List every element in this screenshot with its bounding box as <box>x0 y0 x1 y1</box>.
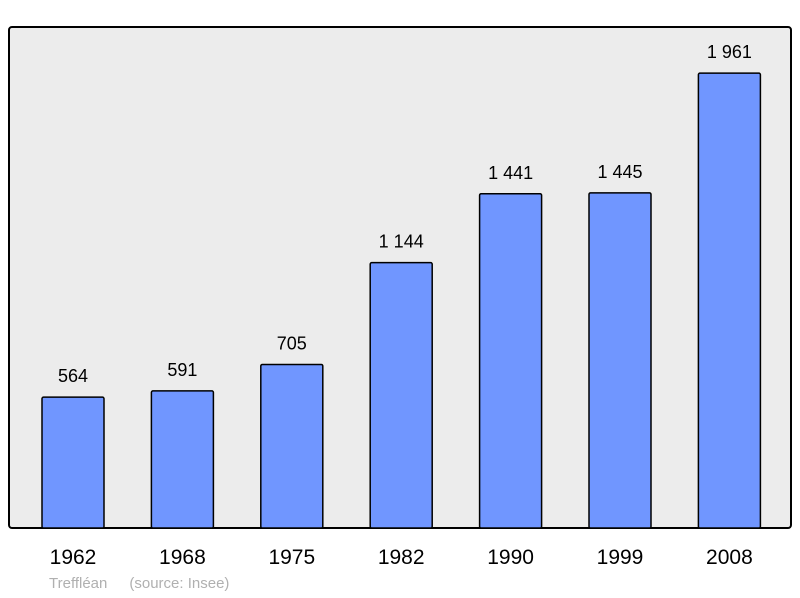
bar-1975 <box>260 363 324 529</box>
bar-1999 <box>588 192 652 529</box>
value-label-1975: 705 <box>277 333 307 353</box>
commune-name: Treffléan <box>49 575 108 592</box>
x-tick-label-1990: 1990 <box>487 546 534 569</box>
x-tick-label-1982: 1982 <box>378 546 425 569</box>
value-label-2008: 1 961 <box>707 42 752 62</box>
x-tick-label-2008: 2008 <box>706 546 753 569</box>
bar-1990 <box>478 193 543 529</box>
value-label-1999: 1 445 <box>597 162 642 182</box>
bar-1982 <box>369 261 433 529</box>
footer: Treffléan (source: Insee) <box>49 575 251 592</box>
x-tick-label-1962: 1962 <box>50 546 97 569</box>
value-label-1962: 564 <box>58 366 88 386</box>
value-label-1968: 591 <box>167 360 197 380</box>
bar-2008 <box>697 72 762 529</box>
source-note: (source: Insee) <box>129 575 230 592</box>
bar-1968 <box>150 390 215 529</box>
x-tick-label-1975: 1975 <box>268 546 315 569</box>
value-label-1982: 1 144 <box>379 232 424 252</box>
value-label-1990: 1 441 <box>488 163 533 183</box>
x-tick-label-1968: 1968 <box>159 546 206 569</box>
bar-1962 <box>41 396 105 529</box>
x-tick-label-1999: 1999 <box>597 546 644 569</box>
